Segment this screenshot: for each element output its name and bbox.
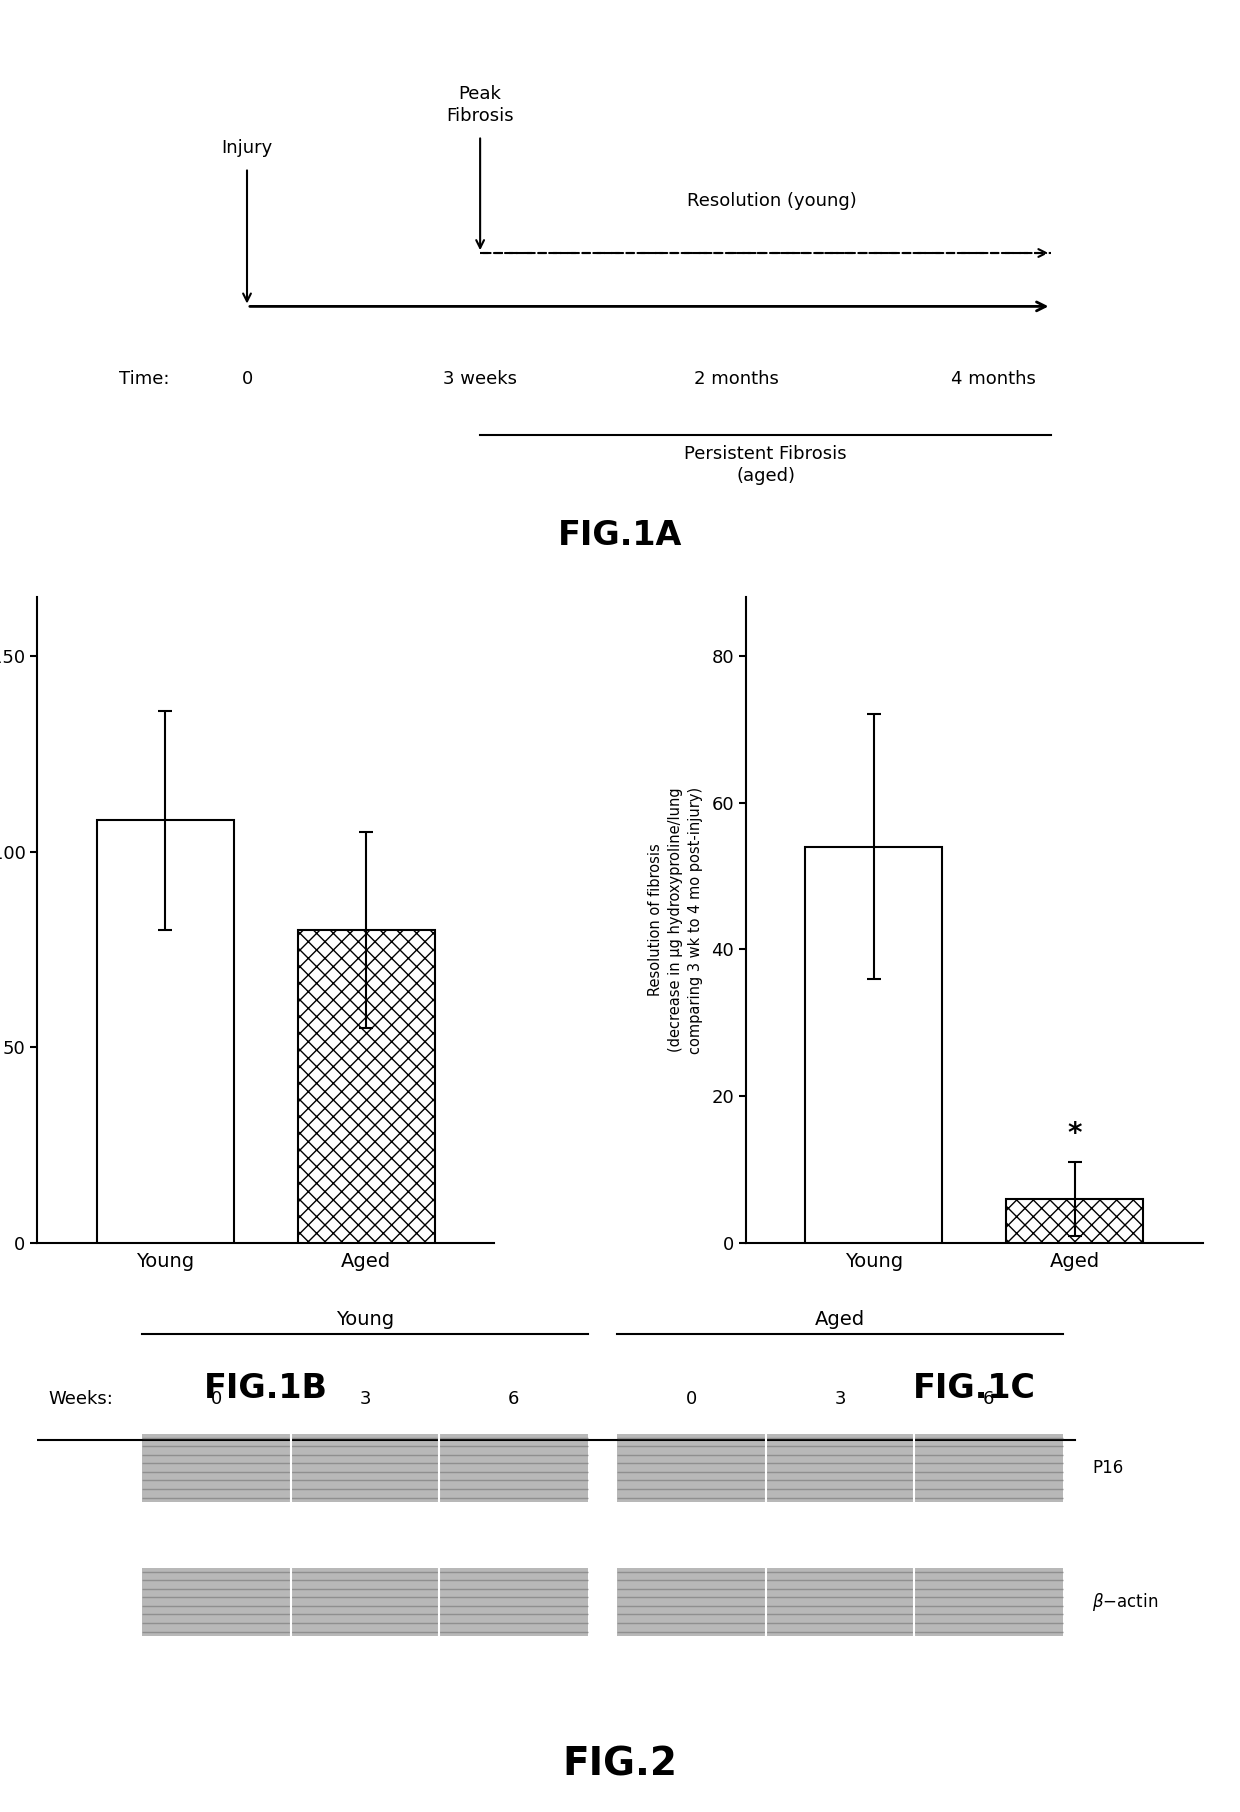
Text: *: * [1068, 1120, 1083, 1147]
Text: FIG.1B: FIG.1B [203, 1372, 327, 1406]
Text: Time:: Time: [119, 370, 170, 388]
Text: Weeks:: Weeks: [48, 1390, 114, 1408]
Text: 4 months: 4 months [951, 370, 1035, 388]
Bar [618, 1567, 1063, 1636]
Text: 2 months: 2 months [694, 370, 779, 388]
Text: $\beta$$-$actin: $\beta$$-$actin [1092, 1591, 1158, 1613]
Bar [97, 821, 234, 1243]
Text: 6: 6 [508, 1390, 520, 1408]
Bar [298, 930, 435, 1243]
Text: 3 weeks: 3 weeks [443, 370, 517, 388]
Text: FIG.1C: FIG.1C [913, 1372, 1035, 1406]
Bar [143, 1567, 588, 1636]
Text: 3: 3 [360, 1390, 371, 1408]
Text: Aged: Aged [815, 1310, 866, 1328]
Text: FIG.1A: FIG.1A [558, 518, 682, 553]
Text: Persistent Fibrosis
(aged): Persistent Fibrosis (aged) [684, 446, 847, 486]
Text: Resolution (young): Resolution (young) [687, 192, 857, 210]
Text: FIG.2: FIG.2 [563, 1745, 677, 1783]
Text: Peak
Fibrosis: Peak Fibrosis [446, 85, 513, 125]
Text: Injury: Injury [222, 140, 273, 158]
Text: 3: 3 [835, 1390, 846, 1408]
Bar [143, 1433, 588, 1502]
Y-axis label: Resolution of fibrosis
(decrease in μg hydroxyproline/lung
comparing 3 wk to 4 m: Resolution of fibrosis (decrease in μg h… [649, 786, 703, 1053]
Bar [1006, 1200, 1143, 1243]
Text: P16: P16 [1092, 1459, 1123, 1477]
Text: 6: 6 [983, 1390, 994, 1408]
Text: 0: 0 [211, 1390, 222, 1408]
Bar [618, 1433, 1063, 1502]
Bar [805, 846, 942, 1243]
Text: 0: 0 [686, 1390, 697, 1408]
Text: 0: 0 [242, 370, 253, 388]
Text: Young: Young [336, 1310, 394, 1328]
